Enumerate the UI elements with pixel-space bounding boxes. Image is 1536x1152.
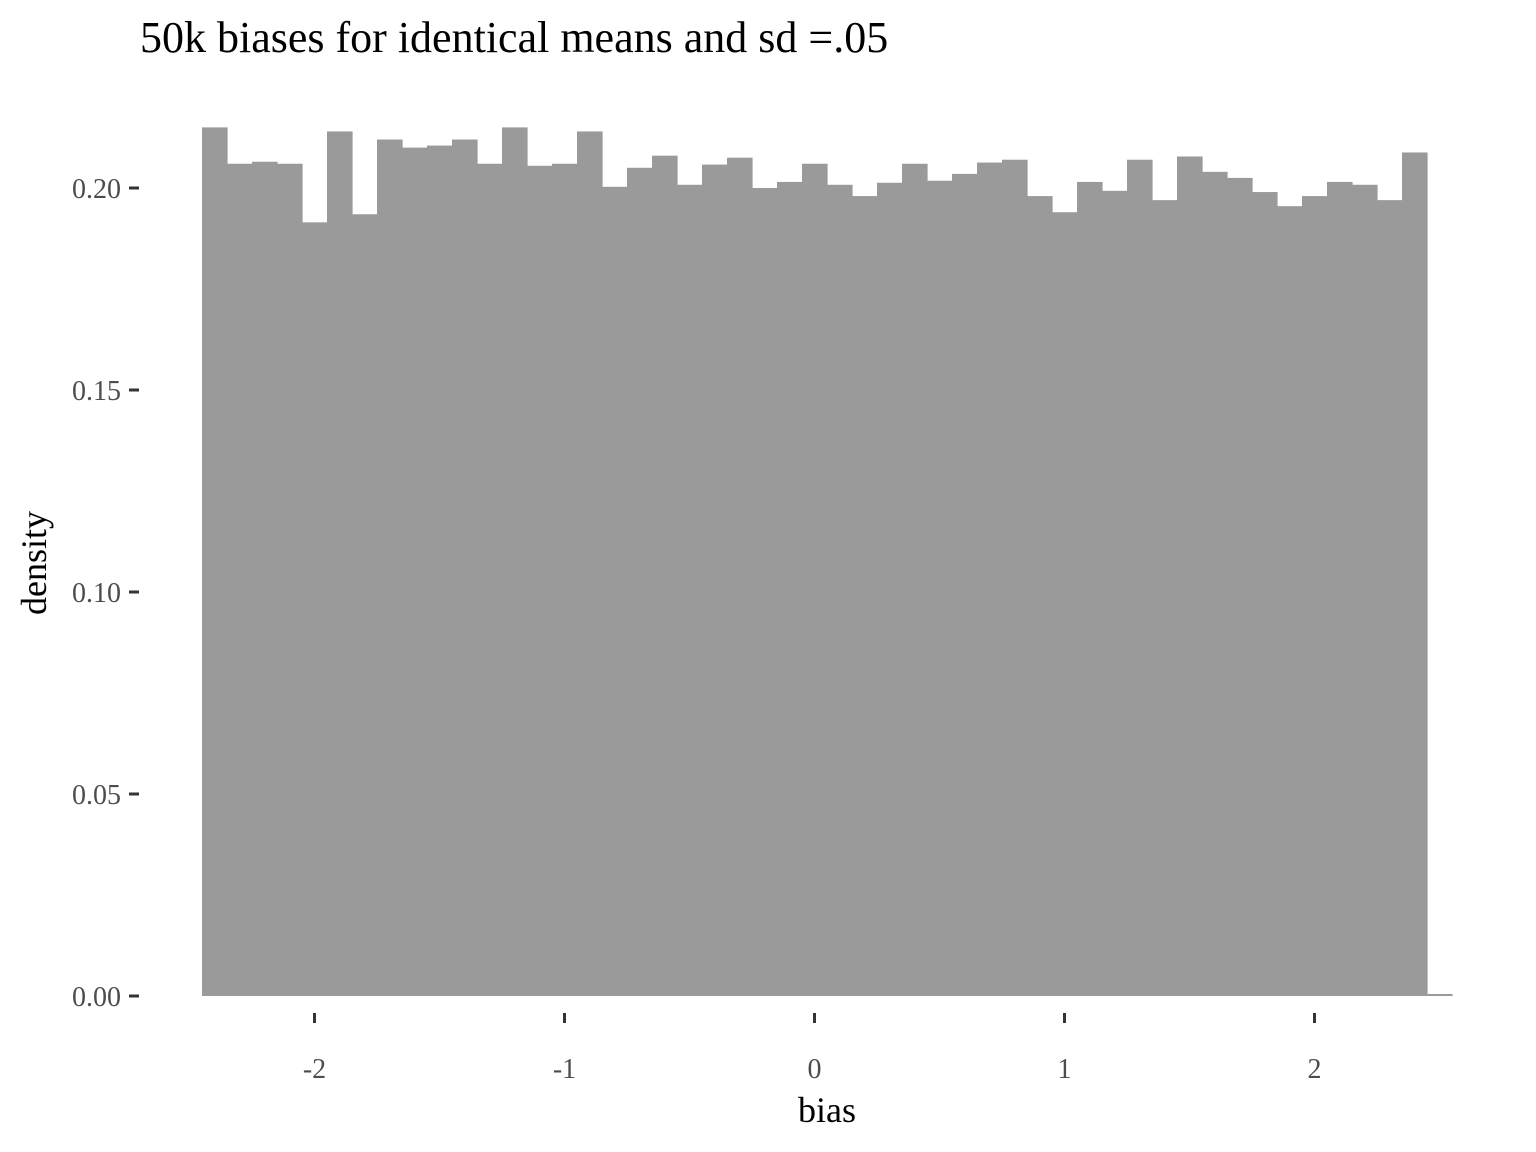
histogram-bar — [777, 181, 803, 996]
histogram-bar — [1152, 200, 1178, 996]
histogram-bar — [1377, 200, 1403, 996]
histogram-bar — [1002, 159, 1028, 997]
histogram-bar — [1177, 156, 1203, 997]
histogram-bar — [427, 145, 453, 996]
histogram-bar — [802, 163, 828, 996]
histogram-bar — [302, 222, 328, 997]
histogram-bar — [1077, 181, 1103, 996]
y-tick-label: 0.15 — [72, 376, 121, 407]
y-tick-label: 0.10 — [72, 578, 121, 609]
y-axis-title: density — [14, 511, 54, 615]
histogram-bar — [877, 182, 903, 996]
histogram-bar — [1427, 993, 1453, 996]
x-tick-label: -2 — [303, 1054, 326, 1085]
histogram-bar — [377, 139, 403, 996]
histogram-bar — [1252, 192, 1278, 997]
x-tick-label: 0 — [808, 1054, 822, 1085]
bars-group — [202, 127, 1453, 997]
x-axis-title: bias — [798, 1090, 856, 1130]
histogram-bar — [952, 173, 978, 997]
y-tick-label: 0.20 — [72, 174, 121, 205]
histogram-bar — [977, 162, 1003, 997]
histogram-bar — [1102, 190, 1128, 996]
histogram-bar — [277, 163, 303, 996]
histogram-bar — [1052, 212, 1078, 997]
histogram-bar — [702, 164, 728, 996]
histogram-bar — [827, 184, 853, 996]
histogram-bar — [652, 155, 678, 996]
histogram-bar — [902, 163, 928, 996]
x-tick-label: 1 — [1058, 1054, 1072, 1085]
histogram-bar — [577, 131, 603, 996]
x-tick-label: 2 — [1308, 1054, 1322, 1085]
histogram-bar — [627, 167, 653, 997]
histogram-bar — [1327, 181, 1353, 996]
histogram-bar — [677, 184, 703, 996]
histogram-bar — [527, 165, 553, 996]
chart-title: 50k biases for identical means and sd =.… — [140, 13, 888, 62]
histogram-bar — [352, 214, 378, 996]
histogram-bar — [727, 157, 753, 996]
histogram-bar — [402, 147, 428, 997]
y-tick-label: 0.05 — [72, 780, 121, 811]
histogram-bar — [327, 131, 353, 996]
histogram-bar — [602, 186, 628, 997]
y-tick-label: 0.00 — [72, 982, 121, 1013]
x-tick-label: -1 — [553, 1054, 576, 1085]
histogram-bar — [502, 127, 528, 996]
y-axis: 0.00 0.05 0.10 0.15 0.20 — [72, 174, 139, 1013]
histogram-bar — [852, 196, 878, 996]
histogram-bar — [1302, 196, 1328, 996]
histogram-bar — [1402, 152, 1428, 996]
histogram-bar — [1202, 171, 1228, 997]
histogram-bar — [227, 163, 253, 996]
histogram-bar — [1027, 196, 1053, 996]
histogram-bar — [477, 163, 503, 996]
x-axis: -2 -1 0 1 2 — [303, 1013, 1322, 1085]
histogram-bar — [1352, 184, 1378, 996]
histogram-bar — [252, 161, 278, 997]
histogram-bar — [202, 127, 228, 996]
histogram-bar — [1277, 206, 1303, 996]
histogram-bar — [752, 188, 778, 996]
histogram-bar — [927, 180, 953, 997]
histogram-bar — [1227, 177, 1253, 996]
histogram-bar — [1127, 159, 1153, 997]
histogram-bar — [452, 139, 478, 996]
histogram-bar — [552, 163, 578, 996]
